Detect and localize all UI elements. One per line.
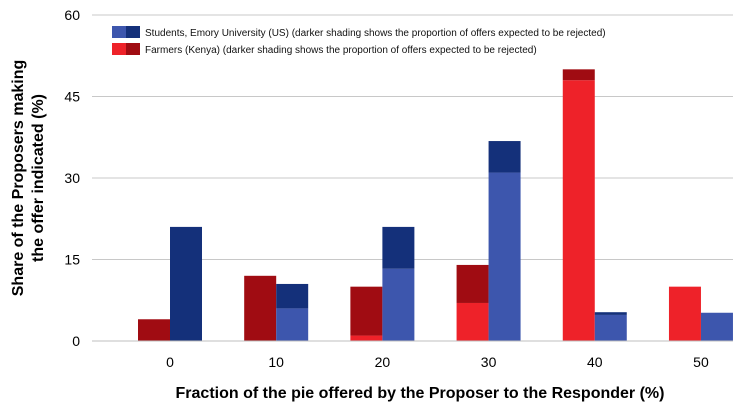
bar-rejected-segment (350, 286, 383, 336)
legend-swatch-dark (126, 26, 140, 38)
bar-accepted-segment (594, 314, 627, 341)
bar-accepted-segment (456, 302, 489, 341)
bar-rejected-segment (594, 312, 627, 315)
x-axis-title: Fraction of the pie offered by the Propo… (176, 385, 665, 402)
x-tick-label: 50 (693, 354, 709, 370)
bar-accepted-segment (488, 172, 521, 341)
y-axis-ticks: 0 15 30 45 60 (64, 7, 80, 349)
bar-rejected-segment (244, 275, 277, 341)
bar-accepted-segment (350, 335, 383, 341)
bar-rejected-segment (170, 226, 202, 341)
bar-accepted-segment (382, 268, 415, 341)
y-tick-label: 60 (64, 7, 80, 23)
bar-rejected-segment (456, 264, 489, 303)
bar-rejected-segment (562, 69, 595, 81)
bars (138, 69, 733, 341)
bar-accepted-segment (668, 286, 701, 341)
legend-swatch-light (112, 43, 126, 55)
legend: Students, Emory University (US) (darker … (112, 26, 606, 56)
legend-swatch-light (112, 26, 126, 38)
x-tick-label: 0 (166, 354, 174, 370)
x-tick-label: 20 (375, 354, 391, 370)
x-tick-label: 40 (587, 354, 603, 370)
y-tick-label: 15 (64, 252, 80, 268)
y-axis-title-line1: Share of the Proposers making (10, 60, 27, 297)
legend-label: Farmers (Kenya) (darker shading shows th… (145, 45, 537, 56)
bar-rejected-segment (382, 226, 415, 269)
bar-accepted-segment (276, 308, 309, 341)
y-tick-label: 0 (72, 333, 80, 349)
bar-rejected-segment (488, 141, 521, 173)
bar-accepted-segment (562, 80, 595, 341)
bar-rejected-segment (276, 283, 309, 309)
x-tick-label: 30 (481, 354, 497, 370)
x-axis-ticks: 0 10 20 30 40 50 (166, 354, 709, 370)
y-tick-label: 30 (64, 170, 80, 186)
bar-accepted-segment (700, 312, 733, 341)
x-tick-label: 10 (268, 354, 284, 370)
legend-swatch-dark (126, 43, 140, 55)
y-axis-title-line2: the offer indicated (%) (30, 94, 47, 262)
y-tick-label: 45 (64, 89, 80, 105)
legend-label: Students, Emory University (US) (darker … (145, 28, 606, 39)
bar-rejected-segment (138, 319, 170, 341)
y-axis-title: Share of the Proposers making the offer … (10, 60, 47, 297)
